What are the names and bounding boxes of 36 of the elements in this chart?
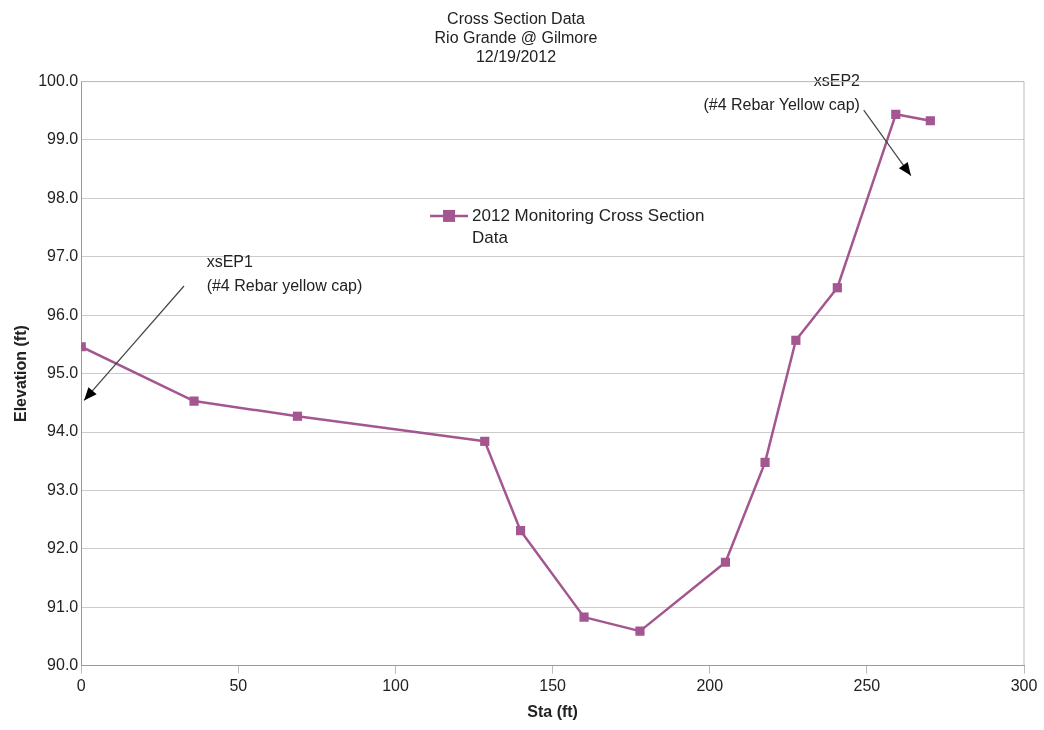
y-tick-label: 100.0	[38, 72, 79, 90]
point	[515, 526, 526, 536]
y-tick-label: 93.0	[47, 480, 79, 498]
y-tick-label: 97.0	[47, 247, 79, 265]
y-axis-title: Elevation (ft)	[12, 325, 30, 423]
y-tick-label: 95.0	[47, 364, 79, 382]
point	[189, 396, 199, 406]
y-tick-label: 98.0	[47, 188, 79, 206]
x-tick-label: 200	[696, 676, 724, 694]
x-tick-label: 0	[76, 676, 86, 694]
x-tick-label: 300	[1010, 676, 1038, 694]
annotation: xsEP1 (#4 Rebar yellow cap)	[206, 253, 363, 295]
point	[925, 116, 935, 126]
x-tick-label: 250	[853, 676, 881, 694]
y-tick-label: 92.0	[47, 539, 79, 557]
y-tick-label: 90.0	[47, 656, 79, 674]
point	[480, 436, 490, 446]
point	[832, 283, 842, 293]
x-tick-label: 50	[229, 676, 248, 694]
y-tick-label: 99.0	[47, 130, 79, 148]
point	[720, 557, 731, 567]
point	[635, 626, 645, 636]
y-tick-label: 96.0	[47, 305, 79, 323]
point	[579, 612, 589, 622]
point	[791, 335, 801, 345]
x-axis-title: Sta (ft)	[527, 702, 578, 720]
chart-title: Cross Section Data Rio Grande @ Gilmore 12/19/2012	[434, 10, 598, 66]
y-tick-label: 94.0	[47, 422, 79, 440]
point	[292, 411, 303, 421]
annotation: xsEP2 (#4 Rebar Yellow cap)	[703, 72, 861, 114]
legend-label: 2012 Monitoring Cross Section Data	[472, 205, 705, 247]
x-tick-label: 150	[539, 676, 567, 694]
y-tick-label: 91.0	[47, 597, 79, 615]
point	[891, 109, 901, 119]
point	[760, 457, 770, 467]
x-tick-label: 100	[382, 676, 409, 694]
